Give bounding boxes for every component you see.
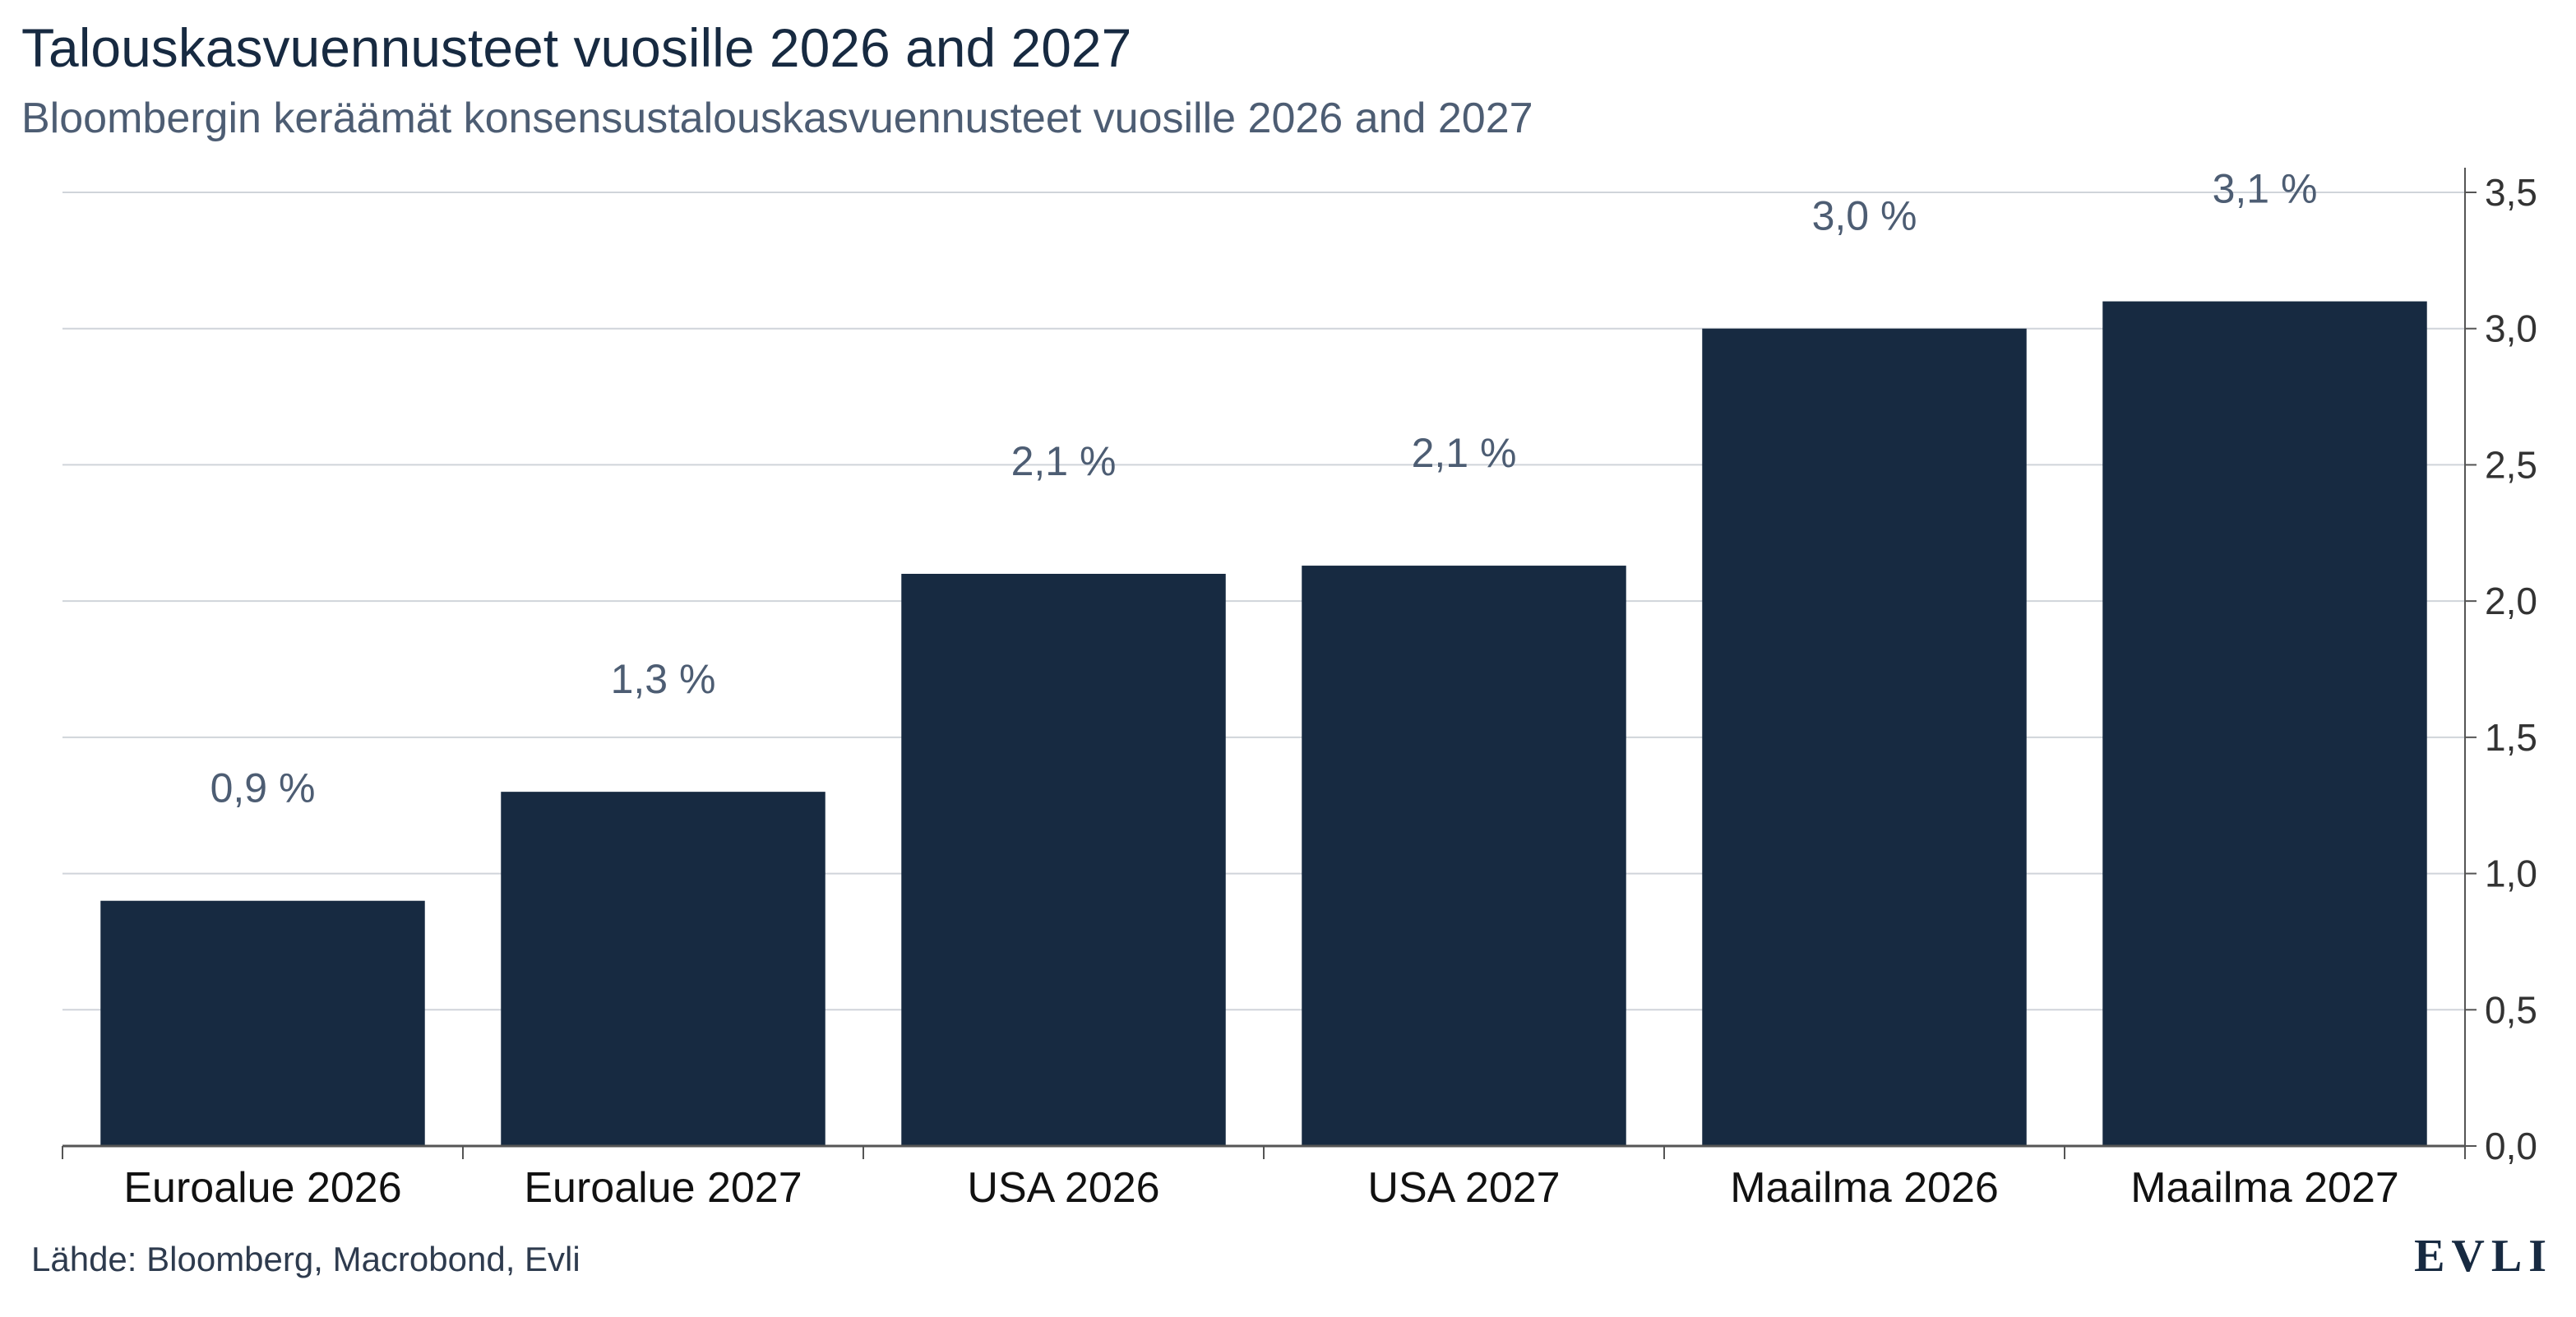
y-tick-label: 3,5 <box>2485 171 2537 214</box>
data-label: 3,1 % <box>2213 166 2318 212</box>
bar <box>2102 301 2427 1147</box>
bar <box>1302 566 1626 1146</box>
bar <box>100 900 425 1146</box>
data-label: 0,9 % <box>210 765 316 811</box>
y-tick-label: 3,0 <box>2485 307 2537 350</box>
chart-title: Talouskasvuennusteet vuosille 2026 and 2… <box>21 17 1132 78</box>
x-tick-label: Euroalue 2027 <box>524 1164 802 1212</box>
data-label: 1,3 % <box>611 656 716 702</box>
bar <box>901 574 1226 1146</box>
data-label: 2,1 % <box>1412 430 1517 476</box>
chart-subtitle: Bloombergin keräämät konsensustalouskasv… <box>21 95 1533 142</box>
y-tick-label: 1,5 <box>2485 716 2537 759</box>
y-tick-label: 2,5 <box>2485 443 2537 486</box>
y-tick-label: 1,0 <box>2485 853 2537 895</box>
evli-logo: EVLI <box>2414 1231 2553 1282</box>
source-note: Lähde: Bloomberg, Macrobond, Evli <box>31 1240 580 1278</box>
x-tick-label: Maailma 2027 <box>2130 1164 2399 1212</box>
bar <box>1702 328 2027 1146</box>
y-tick-label: 0,0 <box>2485 1125 2537 1167</box>
x-tick-label: USA 2026 <box>967 1164 1159 1212</box>
x-tick-label: Maailma 2026 <box>1730 1164 1999 1212</box>
data-label: 3,0 % <box>1812 193 1917 239</box>
x-tick-label: USA 2027 <box>1367 1164 1560 1212</box>
y-tick-label: 2,0 <box>2485 580 2537 622</box>
x-tick-label: Euroalue 2026 <box>123 1164 401 1212</box>
y-tick-label: 0,5 <box>2485 988 2537 1031</box>
bar <box>501 792 826 1146</box>
data-label: 2,1 % <box>1011 438 1117 484</box>
